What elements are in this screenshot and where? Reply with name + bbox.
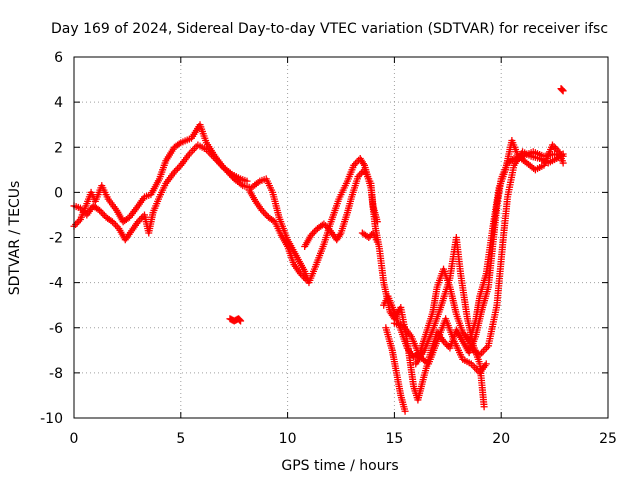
data-point <box>175 140 183 148</box>
data-point <box>559 150 567 158</box>
y-tick-label: -10 <box>40 411 63 427</box>
data-point <box>480 403 488 411</box>
data-point <box>310 228 318 236</box>
data-point <box>174 165 182 173</box>
data-point <box>559 87 567 95</box>
data-point <box>357 169 365 177</box>
x-tick-label: 20 <box>492 431 510 447</box>
data-point <box>401 407 409 415</box>
data-point <box>303 276 311 284</box>
data-point <box>124 214 132 222</box>
data-point <box>137 214 145 222</box>
x-tick-label: 25 <box>599 431 617 447</box>
data-point <box>559 159 567 167</box>
data-point <box>558 151 566 159</box>
y-tick-label: -4 <box>49 276 63 292</box>
data-point <box>482 360 490 368</box>
x-tick-labels: 0 5 10 15 20 25 <box>70 431 617 447</box>
data-point <box>261 210 269 218</box>
data-points <box>70 85 567 415</box>
data-point <box>243 177 251 185</box>
y-tick-label: -6 <box>49 321 63 337</box>
x-tick-label: 10 <box>279 431 297 447</box>
grid-lines <box>74 57 608 418</box>
chart-title: Day 169 of 2024, Sidereal Day-to-day VTE… <box>51 21 608 37</box>
y-axis-label: SDTVAR / TECUs <box>7 181 23 296</box>
y-tick-label: 2 <box>54 140 63 156</box>
data-point <box>443 341 451 349</box>
data-point <box>73 219 81 227</box>
y-tick-label: 6 <box>54 50 63 66</box>
y-tick-label: 0 <box>54 185 63 201</box>
data-point <box>474 350 482 358</box>
axis-ticks <box>73 56 609 419</box>
data-point <box>373 218 381 226</box>
x-tick-label: 15 <box>385 431 403 447</box>
x-axis-label: GPS time / hours <box>281 458 398 474</box>
y-tick-labels: -10 -8 -6 -4 -2 0 2 4 6 <box>40 50 63 427</box>
x-tick-label: 0 <box>70 431 79 447</box>
data-point <box>373 238 381 246</box>
x-tick-label: 5 <box>176 431 185 447</box>
data-point <box>237 317 245 325</box>
y-tick-label: 4 <box>54 95 63 111</box>
data-point <box>99 210 107 218</box>
data-point <box>112 221 120 229</box>
data-point <box>72 221 80 229</box>
y-tick-label: -2 <box>49 231 63 247</box>
data-point <box>552 144 560 152</box>
y-tick-label: -8 <box>49 366 63 382</box>
